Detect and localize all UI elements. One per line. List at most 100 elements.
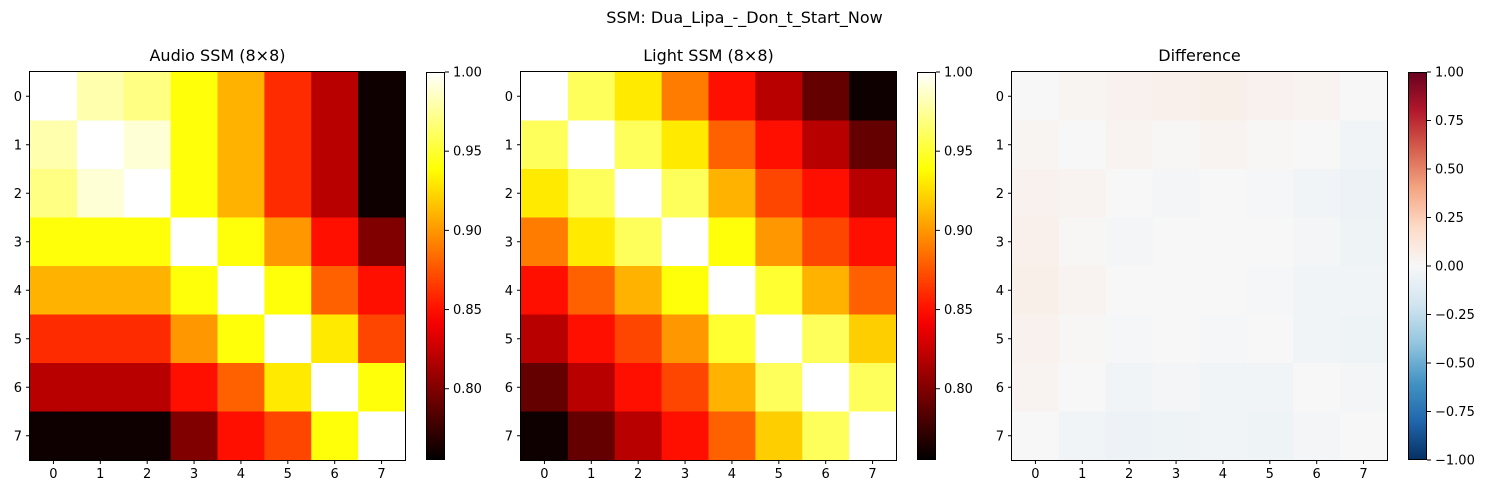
colorbar-tick-label: 0.75: [1435, 114, 1464, 129]
heatmap-difference-axes: 0 1 2 3 4 5 6 7 0 1 2 3 4 5 6 7: [996, 90, 1368, 482]
colorbar-tick-label: 0.00: [1435, 260, 1464, 275]
heatmap-cell: [1058, 363, 1107, 413]
y-tick-label: 1: [14, 138, 22, 153]
heatmap-cell: [849, 314, 897, 364]
heatmap-cell: [802, 363, 850, 413]
heatmap-cell: [123, 363, 172, 413]
heatmap-cell: [76, 411, 125, 461]
heatmap-cell: [217, 72, 265, 122]
colorbar-tick-label: 1.00: [944, 66, 973, 81]
heatmap-cell: [755, 120, 803, 170]
colorbar-tick-label: −1.00: [1435, 454, 1475, 469]
heatmap-cell: [123, 314, 172, 364]
heatmap-cell: [1012, 72, 1060, 122]
x-tick-label: 0: [540, 467, 548, 482]
heatmap-cell: [661, 266, 710, 316]
heatmap-cell: [1058, 266, 1107, 316]
heatmap-cell: [755, 363, 803, 413]
heatmap-cell: [567, 411, 616, 461]
heatmap-cell: [1152, 314, 1201, 364]
heatmap-cell: [358, 314, 406, 364]
heatmap-cell: [30, 72, 78, 122]
x-tick-label: 6: [1313, 467, 1321, 482]
heatmap-cell: [849, 120, 897, 170]
x-tick-label: 7: [1359, 467, 1367, 482]
heatmap-cell: [661, 314, 710, 364]
heatmap-cell: [802, 72, 850, 122]
colorbar-audio: 0.80 0.85 0.90 0.95 1.00: [426, 66, 482, 460]
heatmap-cell: [1105, 169, 1154, 219]
heatmap-cell: [755, 314, 803, 364]
heatmap-cell: [1199, 217, 1247, 267]
colorbar-tick-label: 1.00: [1435, 66, 1464, 81]
x-tick-label: 5: [1266, 467, 1274, 482]
heatmap-cell: [1246, 120, 1294, 170]
heatmap-cell: [849, 72, 897, 122]
y-tick-label: 7: [996, 429, 1004, 444]
heatmap-cell: [170, 72, 219, 122]
heatmap-cell: [1293, 411, 1341, 461]
colorbar-light: 0.80 0.85 0.90 0.95 1.00: [917, 66, 973, 460]
y-tick-label: 5: [14, 332, 22, 347]
heatmap-cell: [614, 72, 663, 122]
heatmap-cell: [76, 72, 125, 122]
colorbar-tick-label: 0.80: [453, 382, 482, 397]
heatmap-cell: [1293, 363, 1341, 413]
colorbar-frame: [1408, 72, 1427, 460]
heatmap-cell: [76, 314, 125, 364]
colorbar-frame: [426, 72, 445, 460]
heatmap-cell: [311, 266, 359, 316]
heatmap-cell: [358, 120, 406, 170]
heatmap-cell: [708, 169, 756, 219]
heatmap-cell: [1105, 266, 1154, 316]
colorbar-frame: [917, 72, 936, 460]
heatmap-cell: [521, 363, 569, 413]
heatmap-cell: [170, 169, 219, 219]
heatmap-cell: [1199, 72, 1247, 122]
y-tick-label: 6: [505, 381, 513, 396]
heatmap-cell: [1105, 120, 1154, 170]
heatmap-cell: [264, 363, 312, 413]
heatmap-cell: [217, 363, 265, 413]
x-tick-label: 1: [1078, 467, 1086, 482]
heatmap-cell: [1246, 72, 1294, 122]
heatmap-cell: [264, 217, 312, 267]
heatmap-cell: [170, 314, 219, 364]
heatmap-cell: [849, 217, 897, 267]
heatmap-audio-frame: [29, 71, 406, 461]
panel-title-audio: Audio SSM (8×8): [149, 46, 285, 65]
heatmap-cell: [30, 363, 78, 413]
heatmap-cell: [849, 411, 897, 461]
x-tick-label: 4: [1219, 467, 1227, 482]
heatmap-cell: [521, 314, 569, 364]
heatmap-cell: [567, 266, 616, 316]
heatmap-cell: [217, 217, 265, 267]
heatmap-cell: [1246, 314, 1294, 364]
heatmap-light-axes: 0 1 2 3 4 5 6 7 0 1 2 3 4 5 6 7: [505, 90, 877, 482]
heatmap-cell: [567, 217, 616, 267]
heatmap-cell: [1058, 72, 1107, 122]
x-tick-label: 4: [728, 467, 736, 482]
y-tick-label: 4: [996, 284, 1004, 299]
heatmap-audio-cells: [30, 72, 406, 461]
heatmap-cell: [1152, 120, 1201, 170]
heatmap-cell: [708, 266, 756, 316]
colorbar-gradient: [917, 72, 936, 460]
colorbar-tick-label: 1.00: [453, 66, 482, 81]
heatmap-cell: [661, 120, 710, 170]
heatmap-cell: [661, 363, 710, 413]
heatmap-cell: [1199, 314, 1247, 364]
heatmap-cell: [849, 363, 897, 413]
colorbar-tick-label: 0.50: [1435, 163, 1464, 178]
heatmap-cell: [1293, 169, 1341, 219]
heatmap-cell: [76, 266, 125, 316]
heatmap-cell: [661, 72, 710, 122]
y-tick-label: 5: [996, 332, 1004, 347]
colorbar-tick-label: 0.90: [944, 224, 973, 239]
heatmap-cell: [170, 411, 219, 461]
heatmap-cell: [217, 120, 265, 170]
heatmap-cell: [708, 72, 756, 122]
y-tick-label: 1: [996, 138, 1004, 153]
heatmap-cell: [264, 314, 312, 364]
heatmap-cell: [802, 169, 850, 219]
